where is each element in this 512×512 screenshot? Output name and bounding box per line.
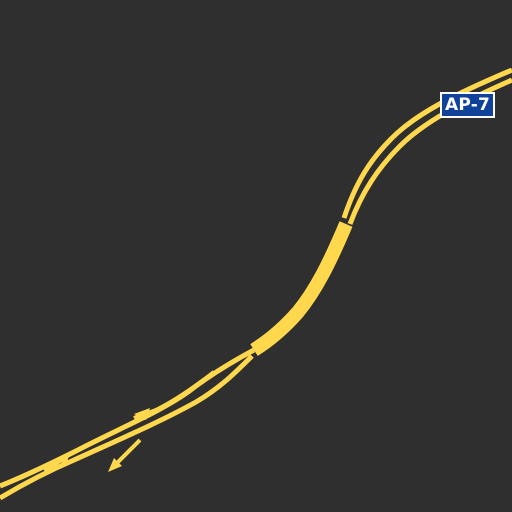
merge-arrow-west xyxy=(134,408,150,420)
route-shield-ap-7[interactable]: AP-7 xyxy=(440,92,496,118)
merge-arrow-south xyxy=(108,458,122,472)
motorway-carriageway-north xyxy=(341,67,512,219)
merge-arrow-southwest xyxy=(58,452,70,466)
motorway-carriageway-west-b xyxy=(0,354,254,501)
motorway-carriageway-west-a xyxy=(0,347,256,489)
motorway-merged-section xyxy=(250,221,353,356)
